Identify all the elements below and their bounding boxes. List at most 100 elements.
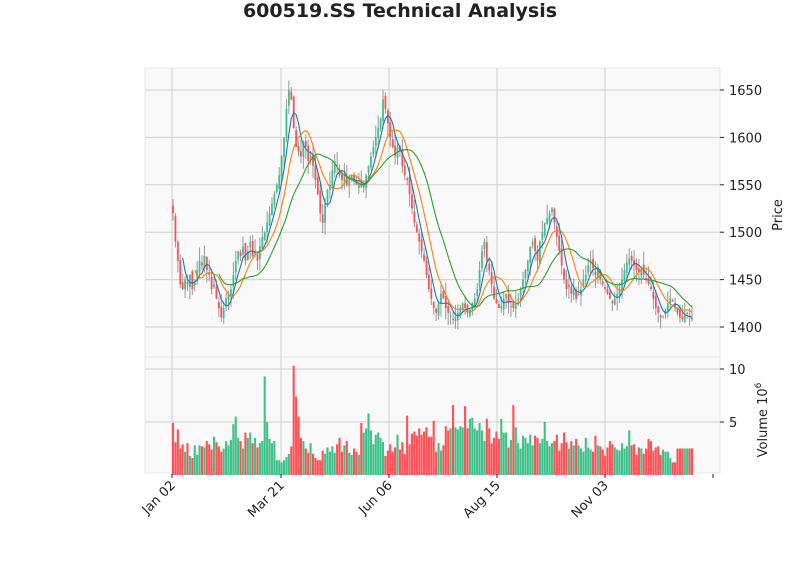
volume-bar	[328, 451, 331, 475]
candle-body	[205, 257, 208, 271]
volume-bar	[608, 441, 611, 475]
candle-body	[519, 289, 522, 297]
candle-body	[203, 255, 206, 269]
candle-body	[273, 194, 276, 205]
volume-bar	[227, 445, 230, 475]
volume-bar	[678, 448, 681, 475]
volume-bar	[674, 462, 677, 475]
volume-bar	[596, 445, 599, 475]
volume-bar	[241, 448, 245, 475]
candle-body	[222, 308, 225, 318]
candle-body	[621, 279, 623, 292]
candle-body	[259, 246, 261, 260]
volume-bar	[191, 458, 194, 475]
volume-bar	[570, 441, 573, 475]
volume-bar	[237, 437, 240, 475]
candle-body	[408, 176, 411, 195]
candle-body	[201, 262, 203, 266]
volume-bar	[193, 445, 196, 475]
candle-body	[266, 222, 269, 232]
volume-bar	[299, 437, 302, 475]
candle-body	[567, 284, 570, 288]
volume-bar	[575, 438, 578, 475]
volume-bar	[485, 418, 488, 475]
volume-bar	[251, 443, 254, 475]
volume-bar	[560, 443, 563, 475]
candle-body	[297, 146, 300, 152]
candle-body	[601, 281, 604, 285]
candle-body	[382, 99, 384, 122]
volume-bar	[657, 446, 660, 475]
volume-bar	[531, 445, 534, 475]
price-axis: 1650 1600 1550 1500 1450 1400	[720, 84, 762, 336]
volume-bar	[464, 406, 467, 475]
candle-body	[502, 298, 505, 310]
volume-bar	[502, 432, 505, 475]
candle-body	[280, 156, 283, 177]
volume-bar	[461, 427, 464, 475]
candle-body	[623, 270, 626, 282]
candle-body	[582, 279, 585, 286]
candle-body	[507, 294, 510, 304]
volume-bar	[495, 431, 498, 475]
candle-body	[529, 246, 532, 263]
volume-bar	[488, 428, 491, 475]
candle-body	[546, 217, 549, 225]
candle-body	[314, 165, 317, 181]
volume-bar	[343, 445, 346, 475]
volume-bar	[297, 416, 300, 475]
volume-bar	[229, 440, 232, 475]
volume-bar	[406, 415, 409, 475]
candle-body	[534, 238, 536, 252]
candle-body	[435, 308, 438, 313]
candle-body	[514, 303, 517, 309]
candle-body	[411, 194, 413, 209]
candle-body	[613, 298, 616, 305]
candle-body	[244, 242, 247, 261]
volume-bar	[473, 428, 476, 475]
candle-body	[570, 286, 573, 294]
candle-body	[237, 251, 240, 261]
candle-body	[517, 298, 520, 301]
candle-body	[640, 268, 643, 276]
volume-bar	[200, 446, 204, 475]
volume-bar	[369, 430, 372, 475]
volume-bar	[403, 453, 406, 475]
candle-body	[172, 205, 174, 214]
volume-bar	[521, 435, 525, 475]
candle-body	[213, 284, 215, 288]
price-tick-label: 1600	[729, 131, 762, 146]
candle-body	[686, 312, 689, 314]
volume-bar	[620, 443, 624, 475]
candle-body	[179, 259, 182, 285]
candle-body	[691, 318, 693, 320]
candle-body	[242, 246, 244, 255]
candle-body	[386, 110, 389, 124]
candle-body	[367, 165, 370, 173]
candle-body	[403, 165, 406, 176]
volume-bar	[500, 418, 503, 475]
volume-bar	[278, 460, 281, 475]
volume-bar	[234, 416, 237, 475]
candle-body	[657, 306, 660, 313]
volume-bar	[630, 445, 633, 475]
volume-bar	[285, 456, 288, 475]
candle-body	[483, 241, 486, 250]
volume-bar	[633, 444, 636, 475]
volume-bar	[287, 453, 290, 475]
volume-bar	[538, 443, 541, 475]
volume-axis-label: Volume 106	[754, 382, 771, 457]
chart-title: 600519.SS Technical Analysis	[242, 0, 558, 22]
x-axis: Jan 02 Mar 21 Jun 06 Aug 15 Nov 03	[139, 474, 714, 521]
candle-body	[541, 232, 544, 240]
volume-bar	[384, 455, 387, 475]
volume-bar	[616, 449, 619, 475]
volume-bar	[352, 448, 356, 475]
volume-bar	[690, 448, 694, 475]
candle-body	[674, 302, 677, 309]
volume-bar	[512, 405, 515, 475]
candle-body	[456, 312, 459, 321]
candle-body	[188, 274, 191, 287]
volume-bar	[367, 413, 370, 475]
candle-body	[505, 293, 508, 299]
